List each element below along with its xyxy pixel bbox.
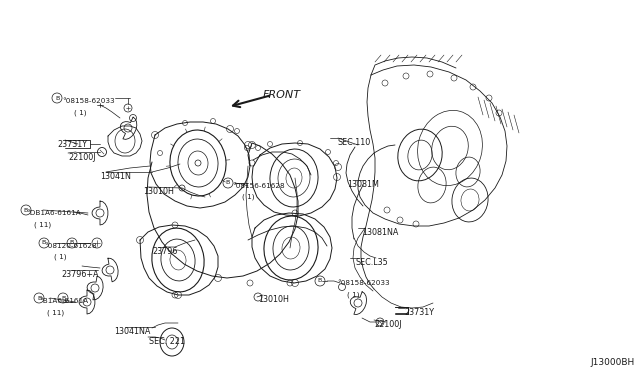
Text: SEC.L35: SEC.L35	[355, 258, 388, 267]
Text: ( 1): ( 1)	[347, 291, 360, 298]
Text: B: B	[318, 279, 322, 283]
Text: 23731Y: 23731Y	[404, 308, 434, 317]
Circle shape	[195, 160, 201, 166]
Text: B: B	[37, 295, 41, 301]
Text: ( 11): ( 11)	[34, 221, 51, 228]
Text: 13010H: 13010H	[258, 295, 289, 304]
Text: 13041NA: 13041NA	[114, 327, 150, 336]
Text: 23796+A: 23796+A	[61, 270, 99, 279]
Text: 22100J: 22100J	[374, 320, 401, 329]
Text: 23796: 23796	[152, 247, 177, 256]
Text: 22100J: 22100J	[68, 153, 95, 162]
Text: ( 1): ( 1)	[242, 194, 255, 201]
Text: 13041N: 13041N	[100, 172, 131, 181]
Text: °08120-61628: °08120-61628	[44, 243, 97, 249]
Text: B: B	[226, 180, 230, 186]
Text: ( 1): ( 1)	[54, 254, 67, 260]
Text: 13081NA: 13081NA	[362, 228, 398, 237]
Text: J13000BH: J13000BH	[590, 358, 634, 367]
Text: B: B	[24, 208, 28, 212]
Text: °08158-62033: °08158-62033	[62, 98, 115, 104]
Text: FRONT: FRONT	[263, 90, 301, 100]
Text: 13081M: 13081M	[347, 180, 379, 189]
Text: SEC.110: SEC.110	[337, 138, 371, 147]
Text: B: B	[42, 241, 46, 246]
Text: ( 1): ( 1)	[74, 109, 86, 115]
Text: B: B	[61, 295, 65, 301]
Text: B: B	[55, 96, 59, 100]
Text: SEC. 221: SEC. 221	[149, 337, 185, 346]
Text: 13010H: 13010H	[143, 187, 174, 196]
Text: °B1A6-6161A: °B1A6-6161A	[39, 298, 88, 304]
Text: 23731Y: 23731Y	[57, 140, 87, 149]
Text: °08158-62033: °08158-62033	[337, 280, 390, 286]
Text: °DB1A6-6161A: °DB1A6-6161A	[26, 210, 81, 216]
Text: ( 11): ( 11)	[47, 309, 64, 315]
Text: °08156-61628: °08156-61628	[232, 183, 285, 189]
Text: B: B	[70, 241, 74, 246]
